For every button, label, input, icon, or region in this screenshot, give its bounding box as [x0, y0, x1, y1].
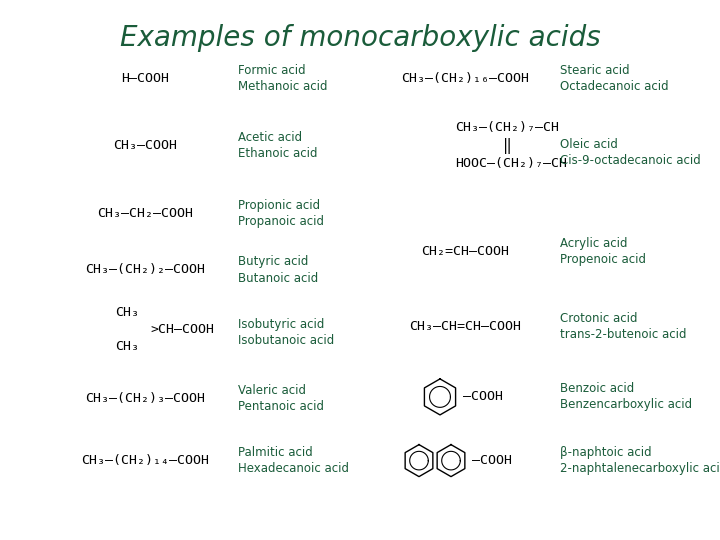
Text: Isobutanoic acid: Isobutanoic acid [238, 334, 334, 347]
Text: 2-naphtalenecarboxylic acid: 2-naphtalenecarboxylic acid [560, 462, 720, 475]
Text: CH₃—CH₂—COOH: CH₃—CH₂—COOH [97, 207, 193, 220]
Text: Oleic acid: Oleic acid [560, 138, 618, 151]
Text: CH₃: CH₃ [115, 306, 139, 319]
Text: Butanoic acid: Butanoic acid [238, 272, 318, 285]
Text: Stearic acid: Stearic acid [560, 64, 629, 77]
Text: β-naphtoic acid: β-naphtoic acid [560, 446, 652, 459]
Text: Valeric acid: Valeric acid [238, 384, 306, 397]
Text: >CH—COOH: >CH—COOH [150, 323, 214, 336]
Text: —COOH: —COOH [472, 454, 512, 467]
Text: Ethanoic acid: Ethanoic acid [238, 147, 318, 160]
Text: HOOC—(CH₂)₇—CH: HOOC—(CH₂)₇—CH [455, 157, 567, 170]
Text: ‖: ‖ [503, 138, 511, 154]
Text: Methanoic acid: Methanoic acid [238, 80, 328, 93]
Text: CH₂=CH—COOH: CH₂=CH—COOH [421, 245, 509, 258]
Text: CH₃: CH₃ [115, 340, 139, 353]
Text: Palmitic acid: Palmitic acid [238, 446, 312, 459]
Text: Propionic acid: Propionic acid [238, 199, 320, 212]
Text: Hexadecanoic acid: Hexadecanoic acid [238, 462, 349, 475]
Text: CH₃—(CH₂)₁₄—COOH: CH₃—(CH₂)₁₄—COOH [81, 454, 209, 467]
Text: Examples of monocarboxylic acids: Examples of monocarboxylic acids [120, 24, 600, 52]
Text: Octadecanoic acid: Octadecanoic acid [560, 80, 669, 93]
Text: Isobutyric acid: Isobutyric acid [238, 318, 325, 330]
Text: trans-2-butenoic acid: trans-2-butenoic acid [560, 328, 686, 341]
Text: CH₃—(CH₂)₇—CH: CH₃—(CH₂)₇—CH [455, 122, 559, 134]
Text: Acetic acid: Acetic acid [238, 131, 302, 144]
Text: CH₃—CH=CH—COOH: CH₃—CH=CH—COOH [409, 320, 521, 333]
Text: —COOH: —COOH [463, 390, 503, 403]
Text: Butyric acid: Butyric acid [238, 255, 308, 268]
Text: CH₃—COOH: CH₃—COOH [113, 139, 177, 152]
Text: Benzoic acid: Benzoic acid [560, 382, 634, 395]
Text: Acrylic acid: Acrylic acid [560, 237, 628, 249]
Text: Cis-9-octadecanoic acid: Cis-9-octadecanoic acid [560, 154, 701, 167]
Text: Formic acid: Formic acid [238, 64, 305, 77]
Text: Propanoic acid: Propanoic acid [238, 215, 324, 228]
Text: CH₃—(CH₂)₃—COOH: CH₃—(CH₂)₃—COOH [85, 392, 205, 405]
Text: Benzencarboxylic acid: Benzencarboxylic acid [560, 399, 692, 411]
Text: H—COOH: H—COOH [121, 72, 169, 85]
Text: Propenoic acid: Propenoic acid [560, 253, 646, 266]
Text: CH₃—(CH₂)₂—COOH: CH₃—(CH₂)₂—COOH [85, 264, 205, 276]
Text: Crotonic acid: Crotonic acid [560, 312, 637, 325]
Text: Pentanoic acid: Pentanoic acid [238, 400, 324, 413]
Text: CH₃—(CH₂)₁₆—COOH: CH₃—(CH₂)₁₆—COOH [401, 72, 529, 85]
